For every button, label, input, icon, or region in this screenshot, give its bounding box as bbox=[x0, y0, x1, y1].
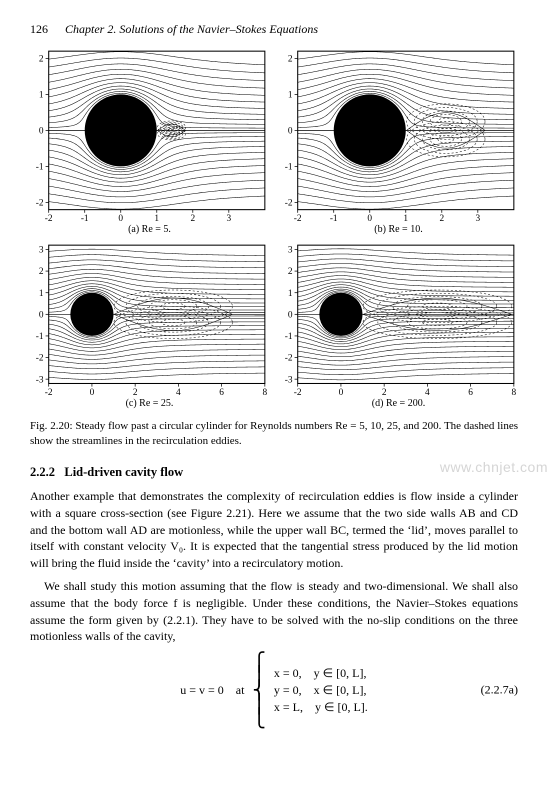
streamline-plot-b: -2 -1 0 1 2 3 -2 -1 0 1 2 bbox=[279, 47, 518, 224]
svg-text:6: 6 bbox=[468, 388, 473, 398]
section-number: 2.2.2 bbox=[30, 465, 55, 479]
svg-text:0: 0 bbox=[90, 388, 95, 398]
equation-cases: x = 0, y ∈ [0, L], y = 0, x ∈ [0, L], x … bbox=[274, 666, 368, 715]
streamline-plot-d: -202468-3-2-10123 bbox=[279, 241, 518, 398]
panel-b-label: (b) Re = 10. bbox=[279, 224, 518, 235]
svg-text:4: 4 bbox=[425, 388, 430, 398]
figure-panel-d: -202468-3-2-10123 (d) Re = 200. bbox=[279, 241, 518, 409]
equation-number: (2.2.7a) bbox=[481, 683, 518, 698]
svg-text:-2: -2 bbox=[36, 199, 44, 209]
svg-text:-1: -1 bbox=[330, 214, 338, 224]
figure-panel-a: -2 -1 0 1 2 3 -2 -1 0 1 2 (a) Re = 5. bbox=[30, 47, 269, 235]
svg-text:2: 2 bbox=[190, 214, 195, 224]
figure-panel-c: -202468-3-2-10123 (c) Re = 25. bbox=[30, 241, 269, 409]
chapter-header: Chapter 2. Solutions of the Navier–Stoke… bbox=[65, 22, 318, 36]
svg-text:1: 1 bbox=[288, 91, 293, 101]
svg-text:-1: -1 bbox=[81, 214, 89, 224]
section-title: Lid-driven cavity flow bbox=[64, 465, 183, 479]
svg-text:-2: -2 bbox=[294, 388, 302, 398]
panel-a-label: (a) Re = 5. bbox=[30, 224, 269, 235]
svg-text:-1: -1 bbox=[36, 332, 44, 342]
svg-text:2: 2 bbox=[39, 267, 44, 277]
svg-text:2: 2 bbox=[39, 54, 44, 64]
svg-text:6: 6 bbox=[219, 388, 224, 398]
svg-text:4: 4 bbox=[176, 388, 181, 398]
svg-text:-2: -2 bbox=[294, 214, 302, 224]
svg-text:2: 2 bbox=[288, 54, 293, 64]
svg-text:2: 2 bbox=[288, 267, 293, 277]
svg-text:-1: -1 bbox=[36, 163, 44, 173]
svg-text:1: 1 bbox=[39, 91, 44, 101]
svg-text:8: 8 bbox=[512, 388, 517, 398]
svg-text:-2: -2 bbox=[285, 199, 293, 209]
equation-lhs: u = v = 0 at bbox=[180, 683, 244, 698]
svg-text:2: 2 bbox=[382, 388, 387, 398]
figure-caption: Fig. 2.20: Steady flow past a circular c… bbox=[30, 419, 518, 449]
svg-text:-1: -1 bbox=[285, 332, 293, 342]
svg-text:1: 1 bbox=[39, 289, 44, 299]
svg-text:2: 2 bbox=[133, 388, 138, 398]
svg-text:0: 0 bbox=[288, 311, 293, 321]
equation-case-2: y = 0, x ∈ [0, L], bbox=[274, 683, 368, 698]
svg-text:1: 1 bbox=[403, 214, 408, 224]
svg-text:3: 3 bbox=[288, 246, 293, 256]
section-heading: 2.2.2 Lid-driven cavity flow bbox=[30, 465, 518, 480]
streamline-plot-c: -202468-3-2-10123 bbox=[30, 241, 269, 398]
svg-text:-2: -2 bbox=[36, 354, 44, 364]
svg-text:8: 8 bbox=[263, 388, 268, 398]
svg-text:-2: -2 bbox=[285, 354, 293, 364]
svg-text:-3: -3 bbox=[285, 375, 293, 385]
equation-case-1: x = 0, y ∈ [0, L], bbox=[274, 666, 368, 681]
figure-panel-b: -2 -1 0 1 2 3 -2 -1 0 1 2 (b) Re = 10. bbox=[279, 47, 518, 235]
svg-text:0: 0 bbox=[339, 388, 344, 398]
streamline-plot-a: -2 -1 0 1 2 3 -2 -1 0 1 2 bbox=[30, 47, 269, 224]
svg-text:2: 2 bbox=[439, 214, 444, 224]
svg-text:3: 3 bbox=[39, 246, 44, 256]
running-head: 126 Chapter 2. Solutions of the Navier–S… bbox=[30, 22, 518, 37]
paragraph-2: We shall study this motion assuming that… bbox=[30, 578, 518, 645]
svg-text:3: 3 bbox=[475, 214, 480, 224]
svg-text:1: 1 bbox=[288, 289, 293, 299]
svg-text:-2: -2 bbox=[45, 214, 53, 224]
svg-text:0: 0 bbox=[118, 214, 123, 224]
svg-text:0: 0 bbox=[39, 127, 44, 137]
svg-text:0: 0 bbox=[39, 311, 44, 321]
svg-text:0: 0 bbox=[367, 214, 372, 224]
equation-case-3: x = L, y ∈ [0, L]. bbox=[274, 700, 368, 715]
svg-text:0: 0 bbox=[288, 127, 293, 137]
svg-text:-3: -3 bbox=[36, 375, 44, 385]
svg-text:1: 1 bbox=[154, 214, 159, 224]
svg-text:3: 3 bbox=[226, 214, 231, 224]
svg-text:-1: -1 bbox=[285, 163, 293, 173]
equation-2-2-7a: u = v = 0 at ⎧⎪⎨⎪⎩ x = 0, y ∈ [0, L], y … bbox=[30, 655, 518, 725]
paragraph-1: Another example that demonstrates the co… bbox=[30, 488, 518, 572]
svg-text:-2: -2 bbox=[45, 388, 53, 398]
panel-c-label: (c) Re = 25. bbox=[30, 398, 269, 409]
page-number: 126 bbox=[30, 22, 48, 36]
figure-2-20: -2 -1 0 1 2 3 -2 -1 0 1 2 (a) Re = 5. -2 -1 0 1 2 3 -2 -1… bbox=[30, 47, 518, 409]
equation-brace: ⎧⎪⎨⎪⎩ bbox=[252, 655, 266, 725]
panel-d-label: (d) Re = 200. bbox=[279, 398, 518, 409]
